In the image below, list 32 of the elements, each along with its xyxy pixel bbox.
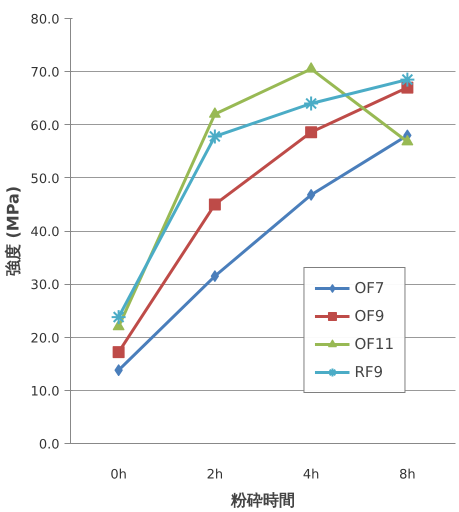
y-tick-label: 10.0 [30,384,60,400]
x-tick-label: 2h [206,468,224,482]
legend-label: RF9 [354,363,384,381]
point [208,107,221,118]
point [399,72,416,88]
point [305,126,318,138]
y-tick-label: 70.0 [30,66,60,81]
x-tick-label: 0h [110,468,127,482]
y-axis-title: 強度 (MPa) [4,186,23,276]
x-tick-label: 8h [399,468,416,482]
point [305,62,318,73]
point [303,96,320,112]
point [210,270,220,282]
y-tick-label: 80.0 [30,12,60,28]
y-tick-label: 50.0 [30,172,60,187]
y-tick-label: 0.0 [38,438,60,452]
y-tick-label: 20.0 [30,331,60,346]
legend-label: OF7 [354,279,384,297]
point [208,198,221,210]
x-axis-title: 粉砕時間 [230,490,295,510]
legend-label: OF11 [354,335,394,353]
y-tick-label: 60.0 [30,118,60,134]
x-tick-label: 4h [302,468,320,482]
legend-label: OF9 [354,307,384,325]
point [401,134,414,146]
point [112,346,125,358]
point [206,128,223,144]
point [110,309,127,326]
point [114,364,123,376]
y-tick-label: 30.0 [30,278,60,294]
point [306,188,316,201]
y-tick-label: 40.0 [30,225,60,240]
